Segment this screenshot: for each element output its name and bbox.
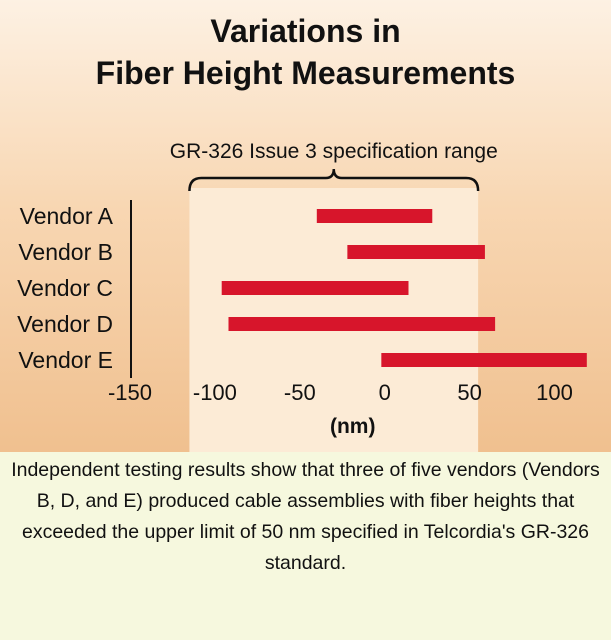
x-tick-label: 0 xyxy=(379,380,391,405)
category-label: Vendor B xyxy=(18,239,113,265)
category-label: Vendor C xyxy=(17,275,113,301)
chart-title: Variations in Fiber Height Measurements xyxy=(0,10,611,94)
bar-vendor-b xyxy=(347,245,485,259)
x-tick-label: -100 xyxy=(193,380,237,405)
x-tick-label: -150 xyxy=(108,380,152,405)
title-line-2: Fiber Height Measurements xyxy=(95,55,516,91)
bar-vendor-c xyxy=(221,281,409,295)
chart-caption: Independent testing results show that th… xyxy=(11,459,600,574)
category-label: Vendor A xyxy=(20,203,114,229)
fiber-height-chart: GR-326 Issue 3 specification range Vendo… xyxy=(17,140,587,452)
bar-vendor-d xyxy=(228,317,496,331)
x-tick-label: 100 xyxy=(536,380,573,405)
x-tick-label: -50 xyxy=(284,380,316,405)
category-label: Vendor D xyxy=(17,311,113,337)
title-line-1: Variations in xyxy=(210,13,401,49)
x-axis-label: (nm) xyxy=(330,415,376,438)
bar-vendor-e xyxy=(381,353,587,367)
spec-range-brace xyxy=(188,168,480,192)
spec-range-label: GR-326 Issue 3 specification range xyxy=(170,140,498,163)
category-label: Vendor E xyxy=(18,347,113,373)
bar-vendor-a xyxy=(316,209,433,223)
x-tick-label: 50 xyxy=(457,380,481,405)
